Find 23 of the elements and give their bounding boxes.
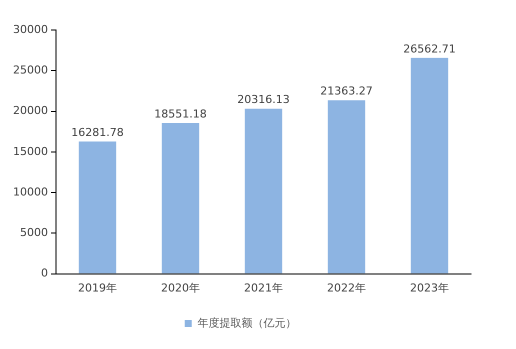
- y-tick-label: 20000: [12, 104, 48, 118]
- bar: [162, 123, 200, 274]
- bar: [410, 58, 448, 274]
- y-tick-label: 15000: [12, 144, 48, 158]
- x-tick-label: 2023年: [410, 281, 449, 294]
- data-label: 18551.18: [154, 107, 207, 120]
- x-tick-label: 2021年: [244, 281, 283, 294]
- data-label: 16281.78: [71, 126, 124, 139]
- x-tick-label: 2019年: [78, 281, 117, 294]
- data-label: 20316.13: [237, 93, 290, 106]
- y-tick-label: 5000: [20, 226, 48, 240]
- x-tick-label: 2020年: [160, 281, 200, 294]
- y-tick-label: 10000: [12, 185, 48, 198]
- y-tick-label: 0: [40, 266, 48, 280]
- legend-label: 年度提取额（亿元）: [197, 316, 296, 330]
- bar: [78, 141, 116, 274]
- bar: [328, 100, 366, 274]
- bar: [244, 108, 282, 274]
- x-tick-label: 2022年: [327, 281, 366, 294]
- y-tick-label: 25000: [12, 63, 48, 76]
- y-tick-label: 30000: [12, 22, 48, 36]
- data-label: 21363.27: [320, 84, 373, 98]
- data-label: 26562.71: [403, 42, 456, 56]
